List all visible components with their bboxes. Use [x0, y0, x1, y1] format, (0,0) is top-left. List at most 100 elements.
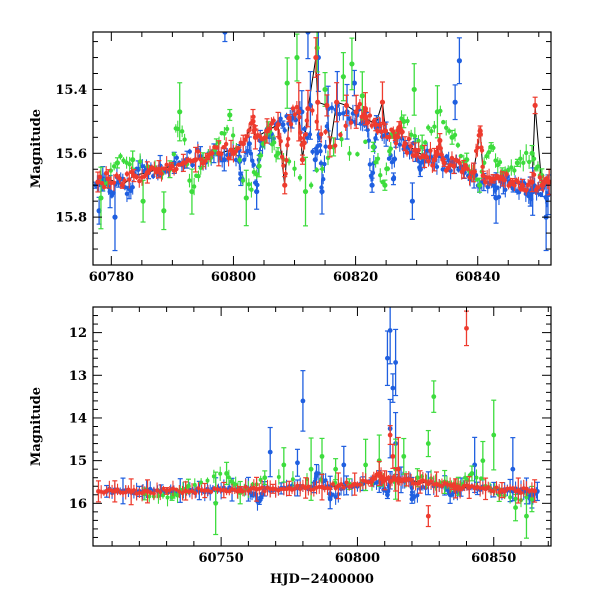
data-point	[347, 151, 352, 156]
data-point	[124, 191, 130, 197]
data-point	[298, 487, 303, 492]
data-point	[498, 174, 504, 180]
data-point	[524, 486, 529, 491]
data-point	[532, 102, 538, 109]
data-point	[439, 484, 444, 489]
data-point	[119, 182, 125, 188]
data-point	[283, 171, 288, 176]
data-point	[431, 394, 437, 400]
data-point	[365, 120, 371, 125]
y-tick-label: 12	[69, 326, 87, 341]
data-point	[103, 171, 109, 176]
data-point	[363, 139, 368, 145]
data-point	[251, 485, 256, 490]
data-point	[390, 453, 396, 459]
x-tick-label: 60800	[335, 551, 380, 566]
data-point	[308, 466, 314, 472]
data-point	[391, 475, 396, 480]
plot-frame	[92, 306, 552, 547]
data-point	[224, 126, 230, 132]
data-point	[294, 104, 300, 110]
data-point	[479, 476, 484, 481]
data-point	[428, 148, 433, 153]
data-point	[438, 146, 443, 151]
data-point	[455, 484, 460, 489]
data-point	[243, 195, 249, 201]
data-point	[414, 152, 419, 157]
data-point	[486, 485, 491, 490]
y-axis-label: Magnitude	[29, 387, 44, 466]
data-point	[463, 162, 468, 168]
data-point	[140, 491, 145, 496]
data-point	[324, 124, 330, 129]
data-point	[355, 105, 361, 110]
data-point	[122, 178, 127, 183]
x-tick-label: 60800	[211, 270, 256, 285]
data-point	[387, 135, 392, 140]
data-point	[320, 166, 325, 172]
data-point	[339, 136, 344, 142]
data-point	[497, 490, 502, 495]
data-point	[441, 119, 446, 125]
data-point	[406, 136, 412, 142]
data-point	[491, 145, 496, 151]
data-point	[512, 183, 517, 188]
data-point	[123, 490, 128, 495]
data-point	[112, 214, 118, 220]
data-point	[441, 156, 446, 162]
data-point	[416, 147, 421, 153]
data-point	[484, 153, 489, 159]
data-point	[519, 490, 524, 495]
data-point	[196, 486, 201, 491]
data-point	[351, 80, 357, 86]
data-point	[191, 184, 197, 189]
data-point	[187, 178, 192, 183]
y-tick-label: 16	[69, 497, 87, 512]
data-point	[380, 179, 385, 185]
data-point	[131, 488, 136, 493]
data-point	[193, 491, 198, 496]
data-point	[248, 121, 254, 126]
data-point	[174, 166, 179, 172]
data-point	[486, 150, 492, 155]
data-point	[99, 181, 105, 186]
data-point	[262, 475, 268, 481]
series-2	[95, 37, 551, 196]
data-point	[111, 190, 116, 196]
data-point	[415, 481, 420, 486]
data-point	[110, 488, 115, 493]
data-point	[393, 360, 399, 365]
data-point	[262, 489, 267, 494]
data-point	[167, 167, 172, 172]
data-point	[412, 147, 418, 153]
data-point	[251, 114, 256, 120]
y-tick-label: 15	[69, 454, 87, 469]
data-point	[328, 486, 333, 491]
data-point	[381, 121, 386, 126]
data-point	[95, 179, 101, 185]
data-point	[464, 483, 469, 488]
data-point	[333, 486, 338, 491]
data-point	[474, 177, 480, 182]
data-point	[524, 150, 529, 156]
data-point	[147, 494, 152, 499]
data-point	[298, 135, 304, 141]
data-point	[510, 486, 515, 491]
data-point	[526, 159, 532, 165]
data-point	[310, 149, 315, 154]
data-point	[167, 488, 172, 493]
data-point	[343, 102, 350, 109]
data-point	[292, 166, 297, 171]
data-point	[363, 107, 368, 112]
data-point	[292, 486, 297, 491]
data-point	[118, 153, 123, 159]
data-point	[170, 486, 175, 491]
data-point	[294, 54, 300, 61]
data-point	[319, 453, 325, 459]
data-point	[519, 182, 525, 188]
data-point	[190, 162, 195, 168]
data-point	[382, 128, 389, 134]
data-point	[218, 471, 223, 476]
data-point	[134, 166, 139, 172]
data-point	[302, 140, 307, 146]
